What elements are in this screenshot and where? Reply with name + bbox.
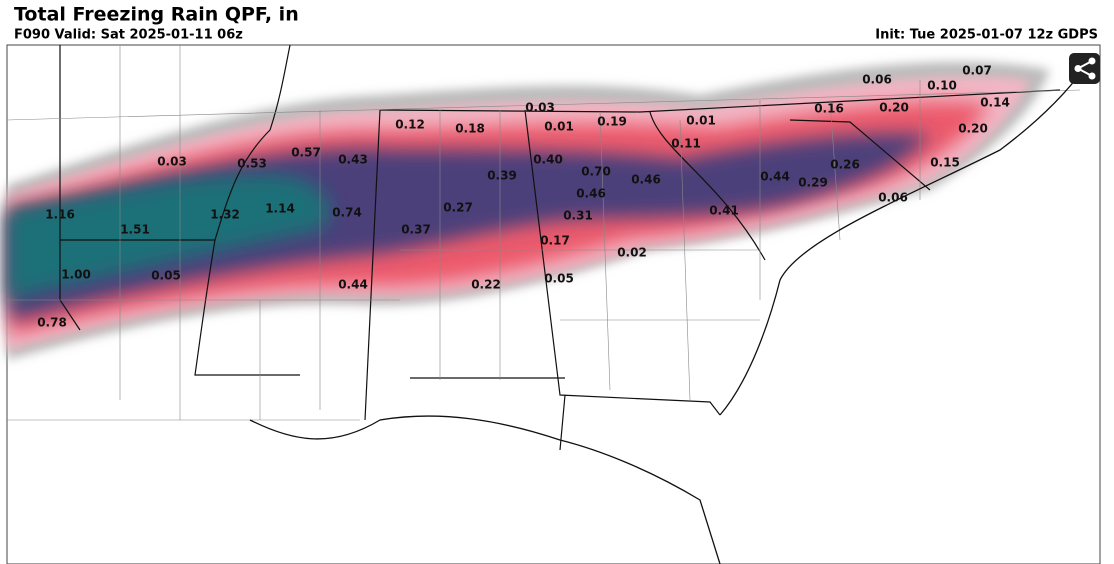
qpf-label: 0.70 (581, 165, 611, 179)
qpf-label: 0.39 (487, 169, 517, 183)
qpf-label: 0.74 (332, 206, 362, 220)
qpf-label: 0.31 (563, 209, 593, 223)
qpf-label: 0.11 (671, 137, 701, 151)
county-lines (6, 45, 1081, 421)
qpf-label: 0.29 (798, 176, 828, 190)
qpf-label: 0.20 (958, 122, 988, 136)
precip-field (7, 61, 1050, 361)
qpf-label: 0.46 (631, 173, 661, 187)
qpf-label: 0.12 (395, 118, 425, 132)
qpf-label: 0.16 (814, 102, 844, 116)
qpf-label: 0.44 (338, 278, 368, 292)
qpf-label: 0.41 (709, 204, 739, 218)
qpf-label: 0.57 (291, 146, 321, 160)
map-area (6, 44, 1101, 564)
qpf-label: 0.22 (471, 278, 501, 292)
qpf-label: 0.02 (617, 246, 647, 260)
extreme-band (7, 174, 330, 300)
qpf-label: 0.17 (540, 234, 570, 248)
qpf-label: 0.26 (830, 158, 860, 172)
qpf-label: 0.44 (760, 170, 790, 184)
qpf-label: 0.15 (930, 156, 960, 170)
qpf-label: 0.43 (338, 153, 368, 167)
qpf-label: 0.06 (878, 191, 908, 205)
qpf-label: 0.03 (157, 155, 187, 169)
qpf-label: 0.46 (576, 187, 606, 201)
coastline (249, 59, 1091, 564)
title: Total Freezing Rain QPF, in (14, 4, 299, 26)
qpf-label: 1.16 (45, 208, 75, 222)
init-time: Init: Tue 2025-01-07 12z GDPS (875, 28, 1098, 43)
qpf-label: 0.03 (525, 101, 555, 115)
qpf-label: 0.18 (455, 122, 485, 136)
qpf-label: 1.32 (210, 208, 240, 222)
qpf-label: 0.37 (401, 223, 431, 237)
valid-time: F090 Valid: Sat 2025-01-11 06z (14, 28, 243, 43)
qpf-label: 0.05 (544, 272, 574, 286)
qpf-label: 0.14 (980, 96, 1010, 110)
qpf-label: 0.20 (879, 101, 909, 115)
qpf-label: 0.05 (151, 269, 181, 283)
qpf-label: 0.27 (443, 201, 473, 215)
qpf-label: 0.19 (597, 115, 627, 129)
qpf-label: 0.53 (237, 157, 267, 171)
qpf-label: 0.78 (37, 316, 67, 330)
qpf-label: 0.40 (533, 153, 563, 167)
qpf-label: 0.10 (927, 79, 957, 93)
qpf-label: 1.00 (61, 268, 91, 282)
qpf-label: 1.51 (120, 223, 150, 237)
qpf-label: 0.07 (962, 64, 992, 78)
qpf-label: 1.14 (265, 202, 295, 216)
share-button[interactable] (1069, 53, 1100, 84)
value-labels: 0.06 0.07 0.10 0.14 0.16 0.20 0.20 0.03 0.12 0.18… (37, 64, 1010, 330)
qpf-label: 0.01 (686, 114, 716, 128)
qpf-label: 0.01 (544, 120, 574, 134)
qpf-label: 0.06 (862, 73, 892, 87)
